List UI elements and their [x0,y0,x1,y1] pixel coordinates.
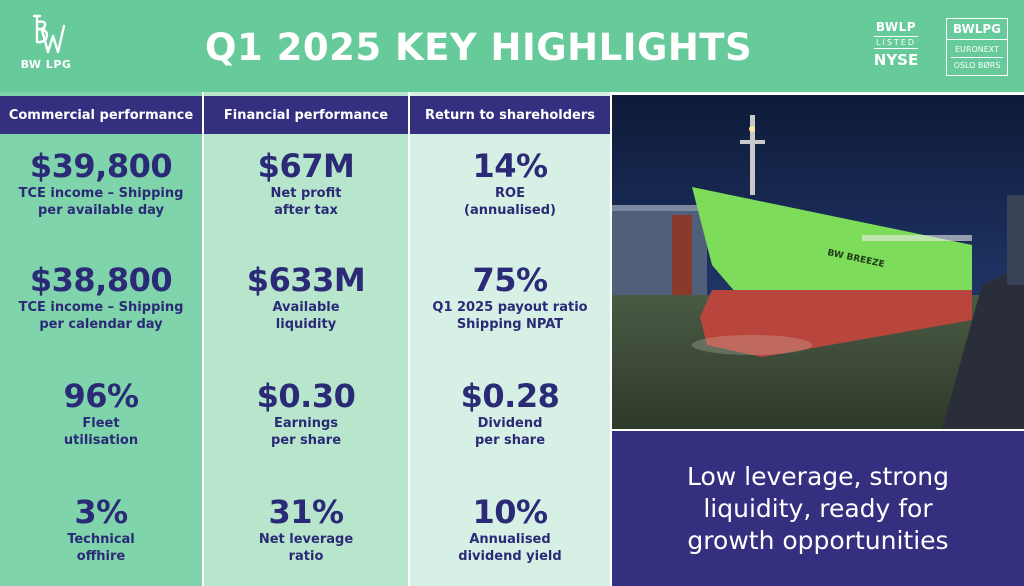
logo-text: BW LPG [20,58,72,71]
nyse-listing-badge: BWLP LISTED NYSE [868,20,924,72]
metric-dividend-per-share: $0.28 Dividend per share [410,378,610,448]
metric-technical-offhire: 3% Technical offhire [0,494,202,564]
financial-performance-column: Financial performance $67M Net profit af… [204,92,408,586]
metric-value: 10% [472,493,548,531]
metric-value: $0.28 [460,377,560,415]
metric-label-line1: Net profit [270,186,342,201]
metric-label-line2: ratio [288,549,324,564]
metric-payout-ratio: 75% Q1 2025 payout ratio Shipping NPAT [410,262,610,332]
metric-label-line2: utilisation [63,433,139,448]
metric-label-line2: per available day [37,203,165,218]
nyse-ticker: BWLP [875,20,917,34]
nyse-exchange: NYSE [873,51,919,69]
header-banner: BW LPG Q1 2025 KEY HIGHLIGHTS BWLP LISTE… [0,0,1024,92]
ship-hull-upper [692,187,972,300]
metric-label-line1: Q1 2025 payout ratio [432,300,588,315]
callout-panel: Low leverage, strong liquidity, ready fo… [612,431,1024,586]
bw-monogram-icon [32,14,66,54]
metric-label-line2: Shipping NPAT [456,317,564,332]
metric-label-line1: Net leverage [258,532,354,547]
oslo-exchange-line1: EURONEXT [951,40,1003,58]
metric-available-liquidity: $633M Available liquidity [204,262,408,332]
bw-lpg-logo: BW LPG [14,12,78,80]
metric-label-line1: ROE [495,186,525,201]
metric-label-line2: per calendar day [39,317,163,332]
oslo-listing-badge: BWLPG EURONEXT OSLO BØRS [946,18,1008,76]
metric-value: $38,800 [29,261,173,299]
metric-value: $39,800 [29,147,173,185]
oslo-exchange-line2: OSLO BØRS [953,61,1001,70]
metric-label-line2: liquidity [275,317,337,332]
metric-roe: 14% ROE (annualised) [410,148,610,218]
metric-value: 31% [268,493,344,531]
nyse-listed-label: LISTED [874,36,918,49]
metric-dividend-yield: 10% Annualised dividend yield [410,494,610,564]
metric-value: 75% [472,261,548,299]
ship-hull-lower [700,290,972,357]
metric-label-line2: per share [270,433,342,448]
metric-tce-available-day: $39,800 TCE income – Shipping per availa… [0,148,202,218]
metric-value: $0.30 [256,377,356,415]
metric-net-profit: $67M Net profit after tax [204,148,408,218]
metric-label-line1: Annualised [469,532,551,547]
metric-label-line1: TCE income – Shipping [18,186,184,201]
metric-earnings-per-share: $0.30 Earnings per share [204,378,408,448]
metric-value: $633M [246,261,366,299]
return-to-shareholders-column: Return to shareholders 14% ROE (annualis… [410,92,610,586]
ship-photo: BW BREEZE [612,95,1024,429]
metric-label-line2: offhire [76,549,126,564]
metric-fleet-utilisation: 96% Fleet utilisation [0,378,202,448]
column-heading: Return to shareholders [410,96,610,134]
metric-label-line2: after tax [274,203,338,218]
metric-label-line1: Available [272,300,340,315]
metric-value: 96% [63,377,139,415]
metric-value: $67M [257,147,355,185]
page-title: Q1 2025 KEY HIGHLIGHTS [205,26,753,69]
metric-label-line2: (annualised) [464,203,556,218]
metric-label-line2: dividend yield [458,549,562,564]
metric-label-line2: per share [474,433,546,448]
metric-value: 14% [472,147,548,185]
callout-text: Low leverage, strong liquidity, ready fo… [687,461,949,555]
column-heading: Financial performance [204,96,408,134]
metric-label-line1: Technical [67,532,135,547]
oslo-ticker: BWLPG [947,19,1007,40]
column-heading: Commercial performance [0,96,202,134]
metric-label-line1: Dividend [477,416,543,431]
metric-label-line1: Earnings [273,416,339,431]
metric-net-leverage-ratio: 31% Net leverage ratio [204,494,408,564]
metric-label-line1: TCE income – Shipping [18,300,184,315]
metric-value: 3% [74,493,128,531]
metric-label-line1: Fleet [82,416,120,431]
commercial-performance-column: Commercial performance $39,800 TCE incom… [0,92,202,586]
metric-tce-calendar-day: $38,800 TCE income – Shipping per calend… [0,262,202,332]
